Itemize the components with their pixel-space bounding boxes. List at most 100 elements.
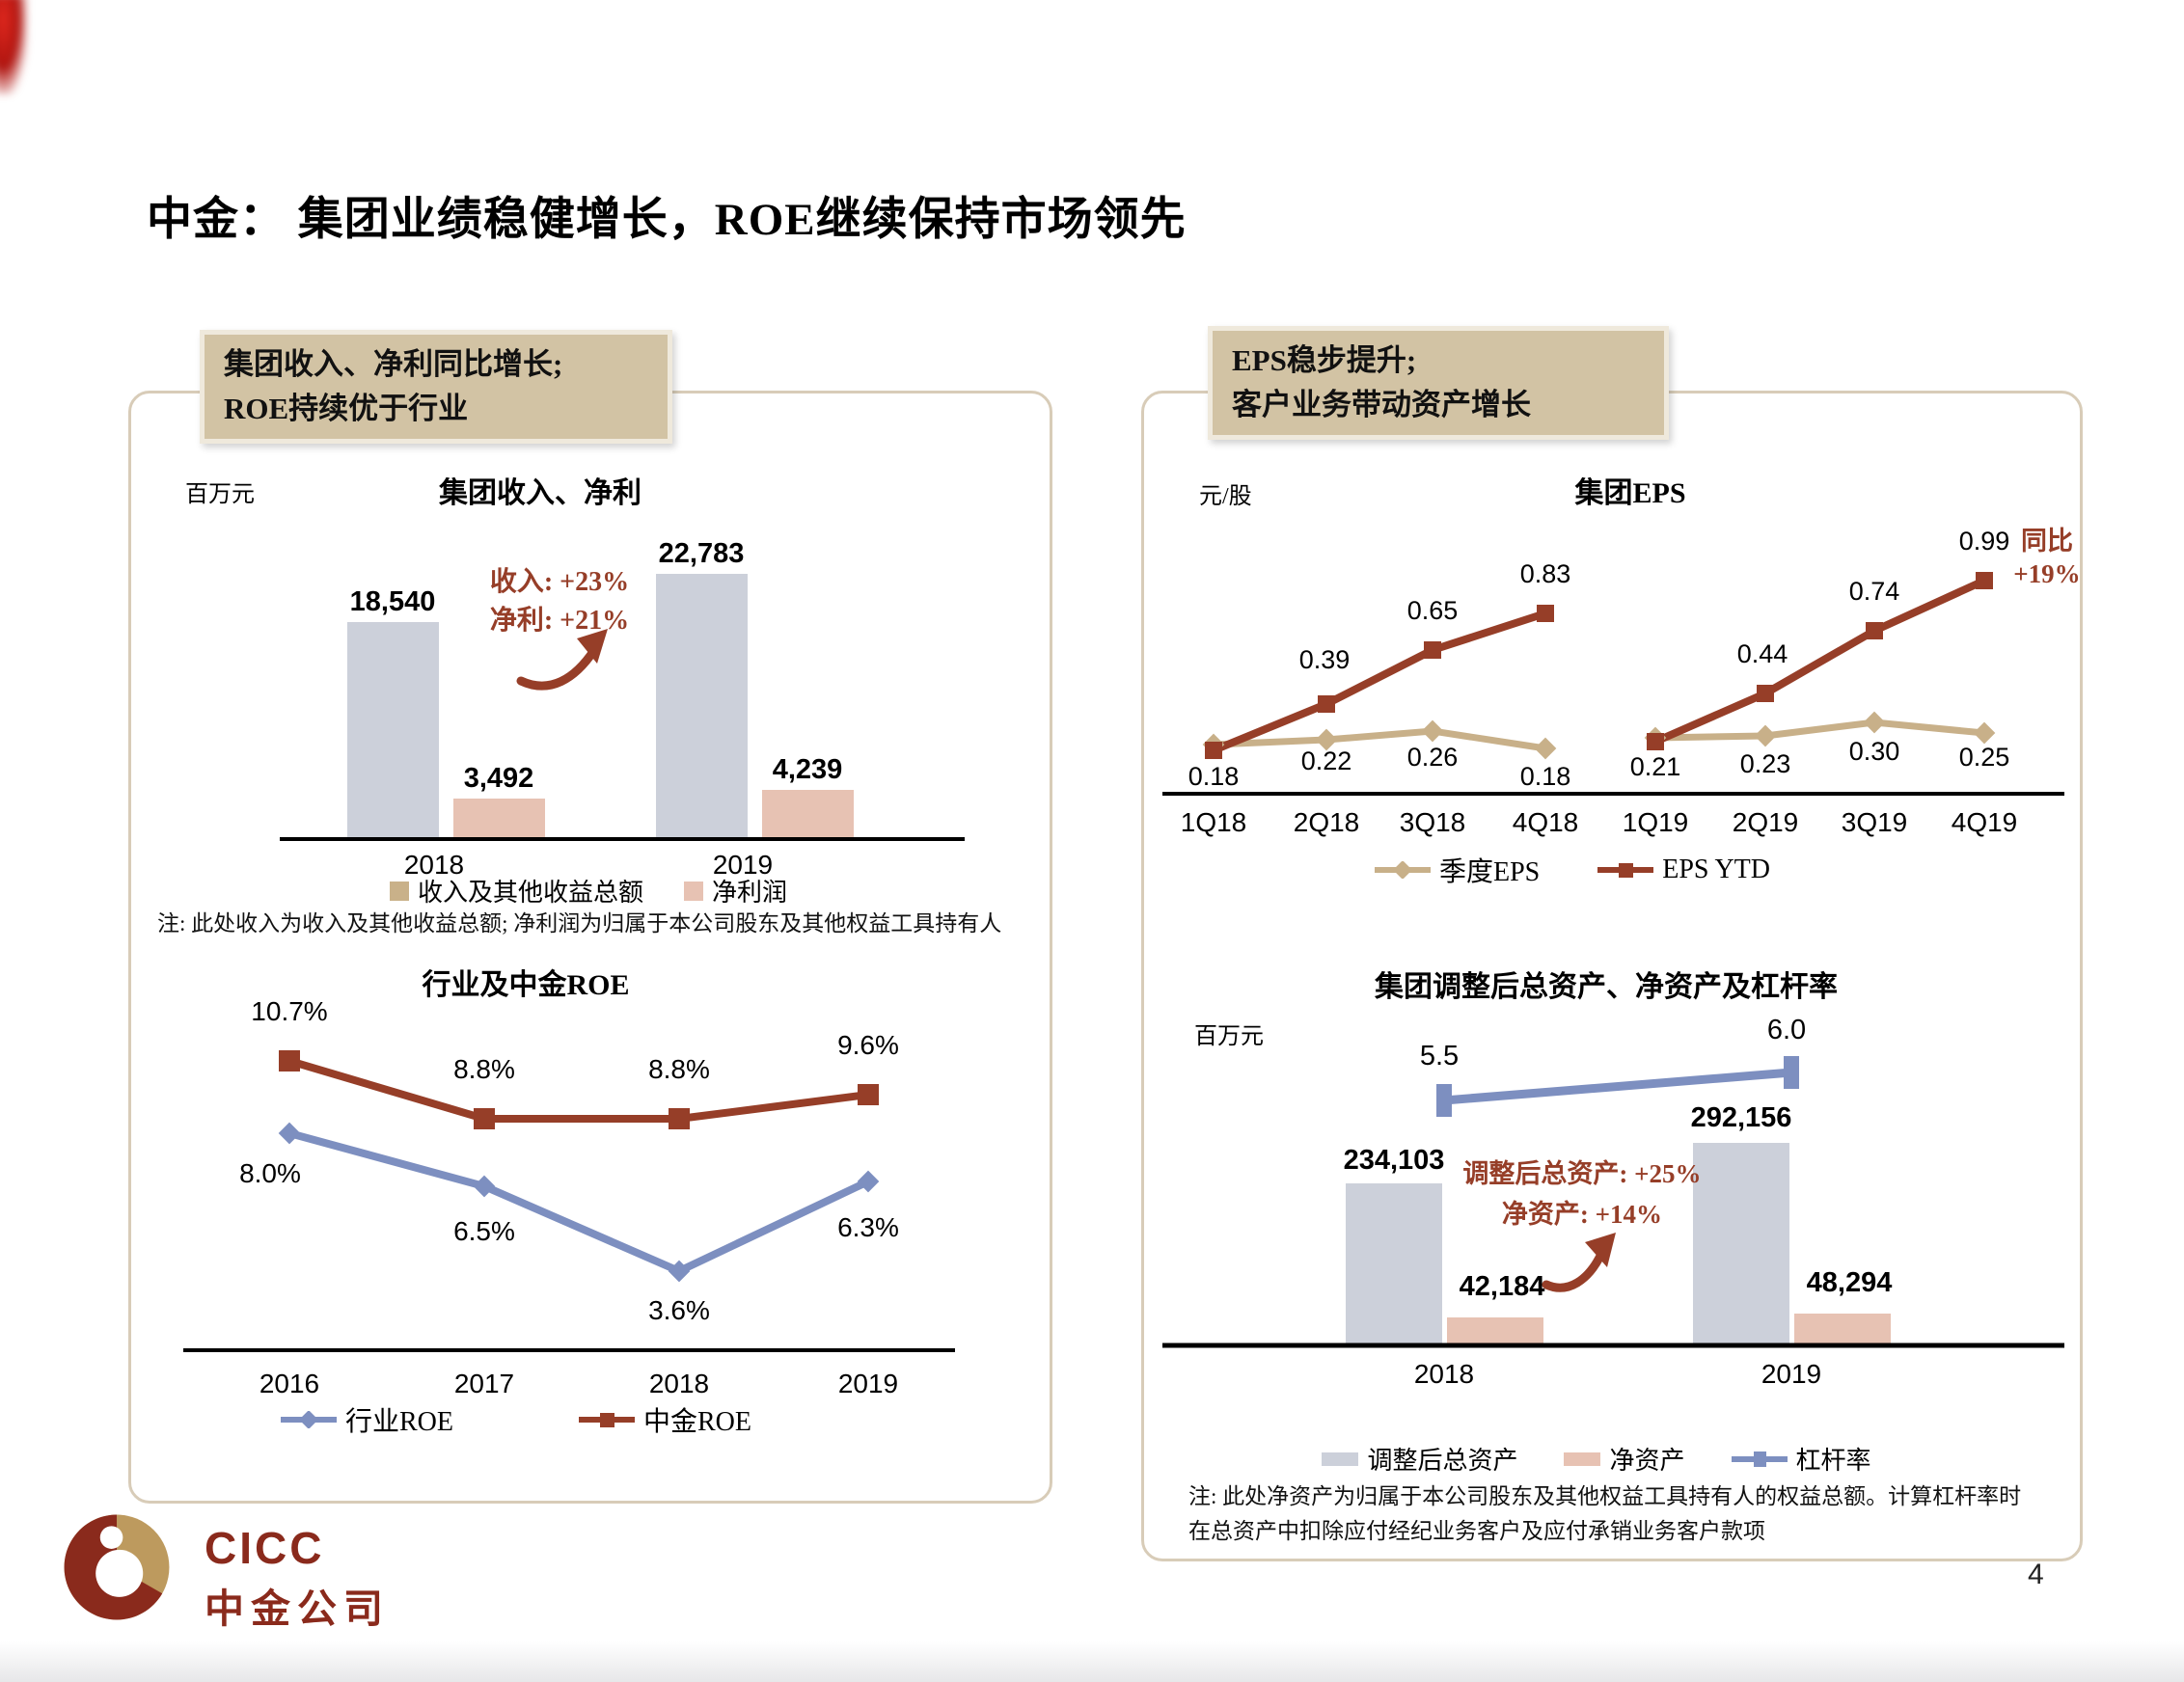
bar-profit-2018 (453, 799, 545, 839)
left-callout-line2: ROE持续优于行业 (224, 392, 469, 425)
legend-label: 净资产 (1609, 1447, 1685, 1475)
legend-item: 季度EPS (1374, 851, 1540, 889)
square-marker (1757, 685, 1774, 702)
assets-chart-legend: 调整后总资产 净资产 杠杆率 (1259, 1441, 1934, 1477)
square-marker (858, 1084, 879, 1105)
legend-item: EPS YTD (1597, 855, 1770, 885)
value-label: 292,156 (1691, 1102, 1792, 1133)
industry-roe-line (287, 1129, 870, 1276)
assets-note-line2: 在总资产中扣除应付经纪业务客户及应付承销业务客户款项 (1188, 1519, 1765, 1543)
left-callout-line1: 集团收入、净利同比增长; (224, 347, 563, 381)
value-label: 0.30 (1849, 737, 1900, 766)
industry-roe-line-icon (280, 1411, 337, 1428)
assets-growth-annotation: 调整后总资产: +25% 净资产: +14% (1394, 1153, 1770, 1234)
bar-revenue-2019 (656, 574, 748, 839)
eps-chart-unit: 元/股 (1199, 484, 1252, 509)
x-tick-label: 2019 (1761, 1359, 1821, 1389)
legend-label: 中金ROE (643, 1407, 752, 1437)
left-callout: 集团收入、净利同比增长; ROE持续优于行业 (200, 330, 672, 444)
bar-net-assets-2018 (1447, 1317, 1543, 1345)
revenue-chart-legend: 收入及其他收益总额 净利润 (289, 873, 887, 909)
net-assets-swatch-icon (1564, 1451, 1601, 1466)
leverage-line (1443, 1068, 1792, 1105)
legend-label: 杠杆率 (1795, 1447, 1871, 1475)
page-number: 4 (2028, 1559, 2044, 1590)
legend-label: 收入及其他收益总额 (417, 879, 643, 907)
diamond-marker (278, 1122, 301, 1145)
legend-label: 行业ROE (344, 1407, 453, 1437)
value-label: 0.25 (1959, 743, 2010, 772)
legend-item: 杠杆率 (1731, 1441, 1871, 1477)
legend-item: 收入及其他收益总额 (389, 873, 643, 909)
eps-chart-title: 集团EPS (1574, 477, 1686, 509)
ytd-eps-line-2018 (1212, 610, 1547, 754)
total-assets-swatch-icon (1322, 1451, 1359, 1466)
square-marker (1976, 572, 1993, 589)
square-marker (669, 1108, 690, 1129)
square-marker (1318, 695, 1335, 713)
square-marker (279, 1050, 300, 1072)
roe-chart: 10.7% 8.8% 8.8% 9.6% 8.0% 6.5% 3.6% 6.3%… (183, 996, 955, 1398)
value-label: 0.44 (1737, 639, 1788, 668)
square-marker (1866, 622, 1883, 639)
cicc-logo-icon (64, 1514, 170, 1620)
legend-item: 行业ROE (280, 1400, 453, 1439)
x-tick-label: 4Q19 (1952, 807, 2018, 837)
profit-swatch-icon (684, 881, 703, 901)
value-label: 0.23 (1740, 749, 1791, 778)
square-marker (1424, 641, 1441, 659)
legend-label: EPS YTD (1662, 855, 1770, 884)
square-marker (1647, 733, 1664, 750)
ytd-eps-line-icon (1597, 863, 1654, 878)
assets-chart-title: 集团调整后总资产、净资产及杠杆率 (1375, 971, 1838, 1003)
assets-chart: 234,103 42,184 292,156 48,294 5.5 6.0 20… (1162, 1015, 2064, 1389)
diamond-marker (1754, 724, 1777, 747)
x-tick-label: 2019 (838, 1369, 898, 1398)
value-label: 42,184 (1460, 1271, 1545, 1302)
x-tick-label: 1Q19 (1623, 807, 1689, 837)
x-tick-label: 2019 (713, 850, 773, 880)
value-label: 0.39 (1299, 645, 1351, 674)
growth-annotation-line2: 净利: +21% (490, 605, 629, 636)
bar-total-assets-2018 (1346, 1183, 1442, 1345)
x-tick-label: 3Q18 (1400, 807, 1466, 837)
scan-artifact (0, 0, 27, 95)
eps-chart: 0.39 0.65 0.83 0.44 0.74 0.99 0.18 0.22 … (1162, 527, 2064, 837)
cicc-roe-line-icon (579, 1413, 635, 1427)
roe-chart-title: 行业及中金ROE (422, 969, 630, 1001)
x-tick-label: 2Q18 (1294, 807, 1360, 837)
x-tick-label: 2016 (259, 1369, 319, 1398)
quarterly-eps-line-2019 (1654, 719, 1985, 742)
revenue-swatch-icon (389, 881, 409, 901)
value-label: 6.0 (1767, 1015, 1806, 1045)
assets-note-line1: 注: 此处净资产为归属于本公司股东及其他权益工具持有人的权益总额。计算杠杆率时 (1188, 1484, 2022, 1508)
leverage-line-icon (1731, 1451, 1788, 1467)
value-label: 9.6% (837, 1030, 899, 1060)
revenue-chart-note: 注: 此处收入为收入及其他收益总额; 净利润为归属于本公司股东及其他权益工具持有… (157, 911, 1002, 936)
quarterly-eps-line-icon (1374, 861, 1431, 879)
value-label: 6.3% (837, 1212, 899, 1242)
growth-arrow-icon (1542, 1247, 1607, 1292)
bar-net-assets-2019 (1794, 1314, 1891, 1345)
bottom-edge-shade (0, 1641, 2184, 1682)
legend-label: 净利润 (712, 879, 788, 907)
assets-growth-line2: 净资产: +14% (1501, 1200, 1663, 1229)
roe-chart-legend: 行业ROE 中金ROE (188, 1400, 844, 1439)
legend-item: 调整后总资产 (1322, 1441, 1517, 1477)
value-label: 5.5 (1420, 1041, 1459, 1072)
bar-profit-2019 (762, 790, 854, 839)
diamond-marker (1863, 711, 1886, 734)
growth-arrowhead-icon (1585, 1233, 1616, 1267)
revenue-chart-unit: 百万元 (185, 482, 255, 507)
square-marker (474, 1108, 495, 1129)
cicc-roe-line (287, 1057, 869, 1123)
x-tick-label: 2Q19 (1733, 807, 1799, 837)
value-label: 0.21 (1630, 752, 1681, 781)
legend-label: 调整后总资产 (1367, 1447, 1518, 1475)
value-label: 4,239 (773, 754, 843, 785)
right-callout-line1: EPS稳步提升; (1232, 343, 1417, 377)
value-label: 0.18 (1520, 762, 1571, 791)
logo-text-cn: 中金公司 (205, 1587, 390, 1631)
value-label: 0.99 (1959, 527, 2010, 556)
value-label: 0.65 (1407, 596, 1459, 625)
